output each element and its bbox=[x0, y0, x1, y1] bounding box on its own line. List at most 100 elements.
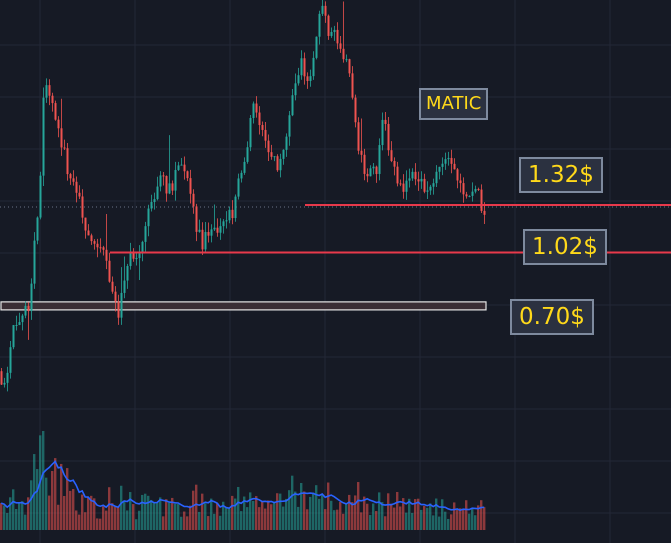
candle-up bbox=[432, 183, 435, 187]
candle-up bbox=[300, 58, 303, 76]
candle-up bbox=[24, 305, 27, 316]
volume-ma-line bbox=[0, 460, 485, 512]
candle-up bbox=[180, 164, 183, 166]
volume-bar bbox=[72, 489, 75, 530]
candle-up bbox=[210, 229, 213, 236]
candle-down bbox=[465, 194, 468, 197]
candle-down bbox=[105, 249, 108, 261]
volume-bar bbox=[156, 502, 159, 530]
candle-down bbox=[162, 175, 165, 177]
candle-down bbox=[96, 243, 99, 248]
volume-bar bbox=[408, 498, 411, 530]
volume-bar bbox=[141, 494, 144, 530]
volume-bar bbox=[279, 493, 282, 530]
volume-bar bbox=[216, 502, 219, 530]
volume-bar bbox=[453, 502, 456, 530]
volume-bar bbox=[264, 508, 267, 530]
volume-bar bbox=[243, 496, 246, 530]
candle-up bbox=[279, 158, 282, 171]
volume-bar bbox=[261, 501, 264, 530]
volume-bar bbox=[111, 503, 114, 530]
volume-bar bbox=[420, 509, 423, 530]
candle-up bbox=[291, 95, 294, 116]
volume-bar bbox=[432, 515, 435, 530]
candle-up bbox=[288, 115, 291, 137]
candle-down bbox=[27, 305, 30, 312]
candle-up bbox=[372, 166, 375, 169]
candle-up bbox=[120, 292, 123, 318]
volume-bar bbox=[327, 482, 330, 530]
level-label-0-70: 0.70$ bbox=[510, 299, 594, 335]
volume-bar bbox=[213, 513, 216, 530]
volume-bar bbox=[48, 495, 51, 530]
volume-bar bbox=[90, 495, 93, 530]
candle-down bbox=[183, 164, 186, 172]
volume-bar bbox=[360, 512, 363, 530]
candle-up bbox=[39, 175, 42, 218]
volume-bar bbox=[435, 498, 438, 530]
volume-bar bbox=[471, 508, 474, 530]
volume-bar bbox=[318, 498, 321, 530]
volume-bar bbox=[147, 495, 150, 530]
volume-bar bbox=[294, 491, 297, 530]
volume-bar bbox=[258, 507, 261, 530]
volume-bar bbox=[477, 505, 480, 530]
candle-down bbox=[171, 183, 174, 191]
candle-up bbox=[141, 241, 144, 254]
volume-bar bbox=[57, 504, 60, 530]
volume-bar bbox=[60, 463, 63, 530]
volume-bar bbox=[348, 494, 351, 530]
volume-bar bbox=[255, 496, 258, 530]
candle-up bbox=[381, 119, 384, 146]
volume-bar bbox=[240, 511, 243, 530]
volume-bar bbox=[300, 483, 303, 530]
candle-down bbox=[117, 301, 120, 318]
candle-up bbox=[9, 347, 12, 373]
candle-down bbox=[231, 209, 234, 219]
volume-bar bbox=[87, 497, 90, 530]
candle-down bbox=[69, 174, 72, 179]
volume-bar bbox=[315, 485, 318, 530]
candle-up bbox=[198, 229, 201, 232]
candle-up bbox=[294, 83, 297, 96]
candle-down bbox=[480, 189, 483, 211]
candle-down bbox=[192, 193, 195, 207]
volume-bars bbox=[0, 431, 486, 530]
volume-bar bbox=[333, 510, 336, 530]
candle-up bbox=[411, 171, 414, 179]
candle-up bbox=[156, 186, 159, 200]
candle-down bbox=[81, 196, 84, 218]
volume-bar bbox=[93, 498, 96, 530]
volume-bar bbox=[480, 500, 483, 530]
volume-bar bbox=[417, 498, 420, 530]
volume-bar bbox=[297, 506, 300, 530]
candle-up bbox=[147, 208, 150, 227]
volume-bar bbox=[144, 493, 147, 530]
volume-bar bbox=[324, 509, 327, 530]
candle-up bbox=[159, 175, 162, 187]
volume-bar bbox=[174, 503, 177, 530]
volume-bar bbox=[171, 497, 174, 530]
candle-up bbox=[45, 85, 48, 98]
volume-bar bbox=[207, 516, 210, 530]
candle-up bbox=[249, 117, 252, 148]
volume-bar bbox=[321, 494, 324, 530]
candle-down bbox=[165, 176, 168, 194]
volume-bar bbox=[342, 513, 345, 530]
level-label-1-02: 1.02$ bbox=[523, 229, 607, 265]
volume-bar bbox=[84, 512, 87, 530]
volume-bar bbox=[423, 505, 426, 530]
candle-up bbox=[471, 191, 474, 196]
candle-down bbox=[327, 15, 330, 36]
volume-bar bbox=[123, 501, 126, 530]
volume-bar bbox=[162, 516, 165, 530]
candle-down bbox=[195, 206, 198, 232]
volume-bar bbox=[351, 502, 354, 530]
volume-bar bbox=[282, 506, 285, 530]
candle-down bbox=[51, 95, 54, 104]
volume-bar bbox=[267, 500, 270, 530]
candle-up bbox=[126, 266, 129, 281]
volume-bar bbox=[228, 508, 231, 530]
volume-bar bbox=[9, 497, 12, 530]
